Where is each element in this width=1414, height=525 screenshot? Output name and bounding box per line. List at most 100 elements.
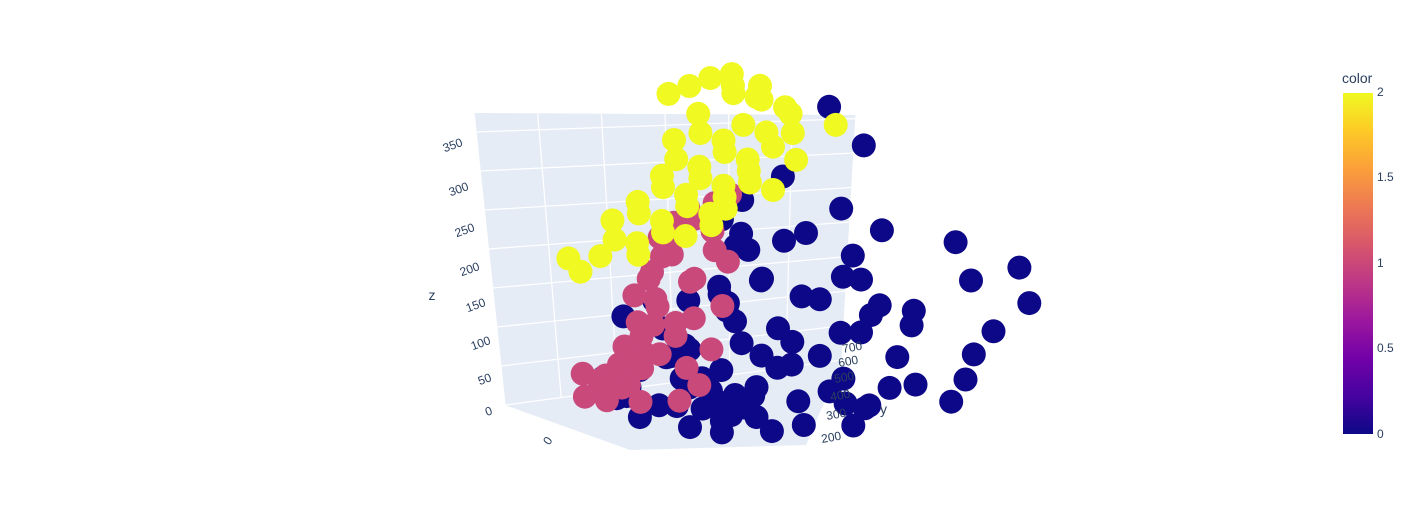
data-point-0[interactable] xyxy=(903,372,928,397)
data-point-2[interactable] xyxy=(699,213,724,238)
data-point-2[interactable] xyxy=(651,220,675,245)
data-point-0[interactable] xyxy=(828,320,853,345)
data-point-0[interactable] xyxy=(749,343,774,368)
data-point-0[interactable] xyxy=(943,230,968,255)
data-point-0[interactable] xyxy=(709,358,734,383)
data-point-1[interactable] xyxy=(715,249,740,274)
data-point-0[interactable] xyxy=(851,133,876,158)
data-point-0[interactable] xyxy=(829,196,854,221)
data-point-2[interactable] xyxy=(761,178,785,202)
data-point-1[interactable] xyxy=(622,283,647,308)
data-point-1[interactable] xyxy=(628,389,653,414)
data-point-2[interactable] xyxy=(698,66,723,91)
data-point-1[interactable] xyxy=(674,355,699,380)
data-point-2[interactable] xyxy=(662,128,686,152)
data-point-2[interactable] xyxy=(731,112,756,137)
data-point-2[interactable] xyxy=(686,101,711,126)
data-point-2[interactable] xyxy=(761,134,785,159)
data-point-1[interactable] xyxy=(678,269,702,294)
data-point-0[interactable] xyxy=(953,367,978,392)
data-point-1[interactable] xyxy=(572,384,597,409)
data-point-0[interactable] xyxy=(830,264,855,289)
data-point-1[interactable] xyxy=(640,260,664,284)
data-point-0[interactable] xyxy=(744,375,769,400)
data-point-0[interactable] xyxy=(723,383,747,407)
data-point-1[interactable] xyxy=(699,337,724,362)
data-point-2[interactable] xyxy=(712,140,737,164)
data-markers[interactable] xyxy=(556,62,1042,445)
data-point-0[interactable] xyxy=(744,405,769,430)
data-point-1[interactable] xyxy=(604,359,629,384)
data-point-0[interactable] xyxy=(807,287,832,312)
data-point-1[interactable] xyxy=(681,306,706,331)
data-point-0[interactable] xyxy=(789,284,814,309)
data-point-0[interactable] xyxy=(961,342,986,367)
scene-3d[interactable]: 0 50 100 150 200 250 300 350 z 200 300 4… xyxy=(429,62,1042,450)
data-point-0[interactable] xyxy=(841,413,866,438)
data-point-0[interactable] xyxy=(690,396,715,421)
data-point-1[interactable] xyxy=(687,373,712,398)
data-point-2[interactable] xyxy=(600,208,625,233)
data-point-1[interactable] xyxy=(663,323,688,348)
data-point-0[interactable] xyxy=(849,267,873,292)
data-point-0[interactable] xyxy=(1007,255,1032,280)
data-point-2[interactable] xyxy=(688,121,713,145)
data-point-1[interactable] xyxy=(570,361,595,386)
data-point-2[interactable] xyxy=(737,170,762,195)
data-point-0[interactable] xyxy=(877,375,902,400)
data-point-2[interactable] xyxy=(780,121,805,145)
data-point-0[interactable] xyxy=(736,237,761,262)
data-point-0[interactable] xyxy=(833,391,858,416)
data-point-1[interactable] xyxy=(710,294,735,318)
data-point-1[interactable] xyxy=(659,242,684,267)
data-point-0[interactable] xyxy=(959,268,983,293)
data-point-2[interactable] xyxy=(664,147,689,172)
data-point-1[interactable] xyxy=(647,342,672,367)
data-point-0[interactable] xyxy=(786,389,811,414)
data-point-0[interactable] xyxy=(780,329,805,354)
colorbar: color 2 1.5 1 0.5 0 xyxy=(1342,70,1394,441)
data-point-2[interactable] xyxy=(677,74,702,98)
data-point-2[interactable] xyxy=(568,259,593,284)
data-point-2[interactable] xyxy=(688,166,713,191)
data-point-1[interactable] xyxy=(667,388,692,413)
data-point-2[interactable] xyxy=(656,81,681,106)
data-point-0[interactable] xyxy=(729,331,754,356)
data-point-2[interactable] xyxy=(675,194,700,219)
data-point-0[interactable] xyxy=(759,419,784,444)
data-point-1[interactable] xyxy=(643,286,668,311)
data-point-0[interactable] xyxy=(857,393,882,418)
data-point-0[interactable] xyxy=(1017,291,1042,316)
y-axis: 200 300 400 500 600 700 y xyxy=(820,339,887,446)
data-point-2[interactable] xyxy=(823,112,848,137)
data-point-2[interactable] xyxy=(588,244,613,269)
data-point-0[interactable] xyxy=(791,413,816,437)
data-point-0[interactable] xyxy=(807,343,832,368)
data-point-2[interactable] xyxy=(721,81,746,106)
data-point-2[interactable] xyxy=(626,201,651,226)
data-point-0[interactable] xyxy=(748,268,773,293)
data-point-0[interactable] xyxy=(707,274,732,299)
data-point-2[interactable] xyxy=(744,84,769,109)
data-point-0[interactable] xyxy=(981,319,1006,344)
data-point-2[interactable] xyxy=(673,224,698,248)
data-point-2[interactable] xyxy=(784,147,809,172)
data-point-2[interactable] xyxy=(602,227,627,252)
data-point-0[interactable] xyxy=(678,415,702,440)
data-point-2[interactable] xyxy=(773,95,798,120)
data-point-0[interactable] xyxy=(899,313,924,338)
data-point-0[interactable] xyxy=(885,345,910,370)
data-point-0[interactable] xyxy=(794,221,818,245)
data-point-0[interactable] xyxy=(869,218,894,243)
z-tick-label: 350 xyxy=(441,135,465,155)
data-point-2[interactable] xyxy=(651,175,675,200)
data-point-2[interactable] xyxy=(626,242,651,267)
data-point-0[interactable] xyxy=(867,293,892,318)
data-point-0[interactable] xyxy=(709,420,734,445)
data-point-0[interactable] xyxy=(939,389,964,414)
data-point-0[interactable] xyxy=(840,243,865,268)
data-point-0[interactable] xyxy=(647,393,672,418)
data-point-0[interactable] xyxy=(779,352,804,377)
data-point-0[interactable] xyxy=(817,94,842,119)
data-point-0[interactable] xyxy=(772,228,796,253)
